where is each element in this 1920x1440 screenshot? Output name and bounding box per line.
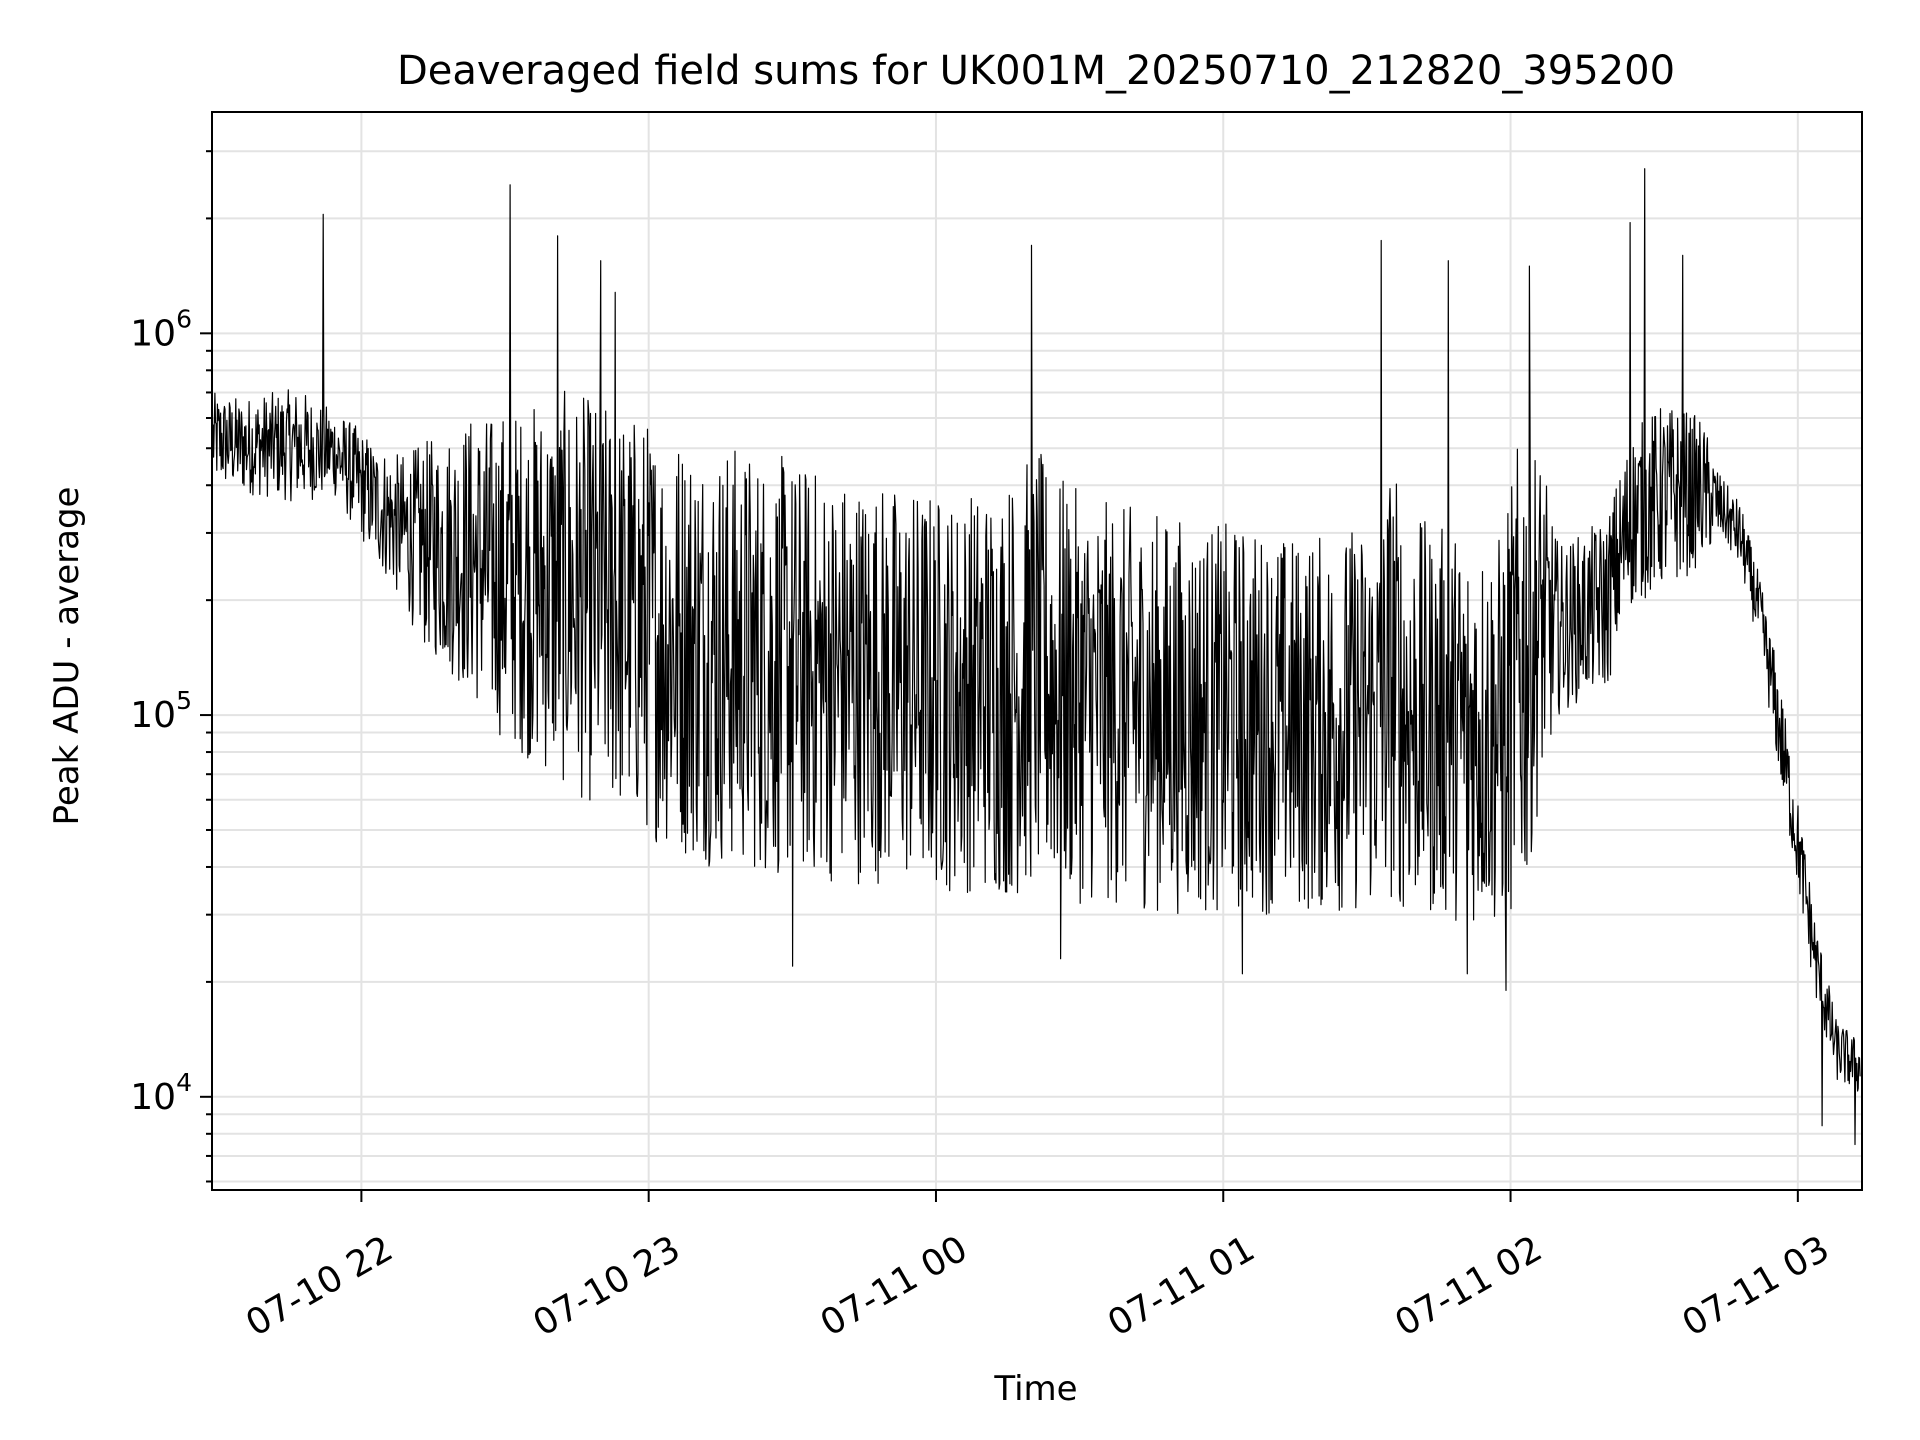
chart-title: Deaveraged field sums for UK001M_2025071… — [397, 48, 1675, 94]
grid-lines — [212, 112, 1862, 1190]
y-axis-label: Peak ADU - average — [47, 487, 87, 826]
series-line — [212, 168, 1861, 1146]
y-axis-ticks: 104 105 106 — [130, 150, 212, 1183]
x-axis-label: Time — [993, 1369, 1077, 1409]
y-tick-label: 105 — [130, 686, 192, 736]
y-tick-label: 104 — [130, 1068, 192, 1118]
series-line-group — [212, 168, 1861, 1146]
plot-frame — [211, 111, 1863, 1191]
y-tick-label: 106 — [130, 304, 192, 354]
